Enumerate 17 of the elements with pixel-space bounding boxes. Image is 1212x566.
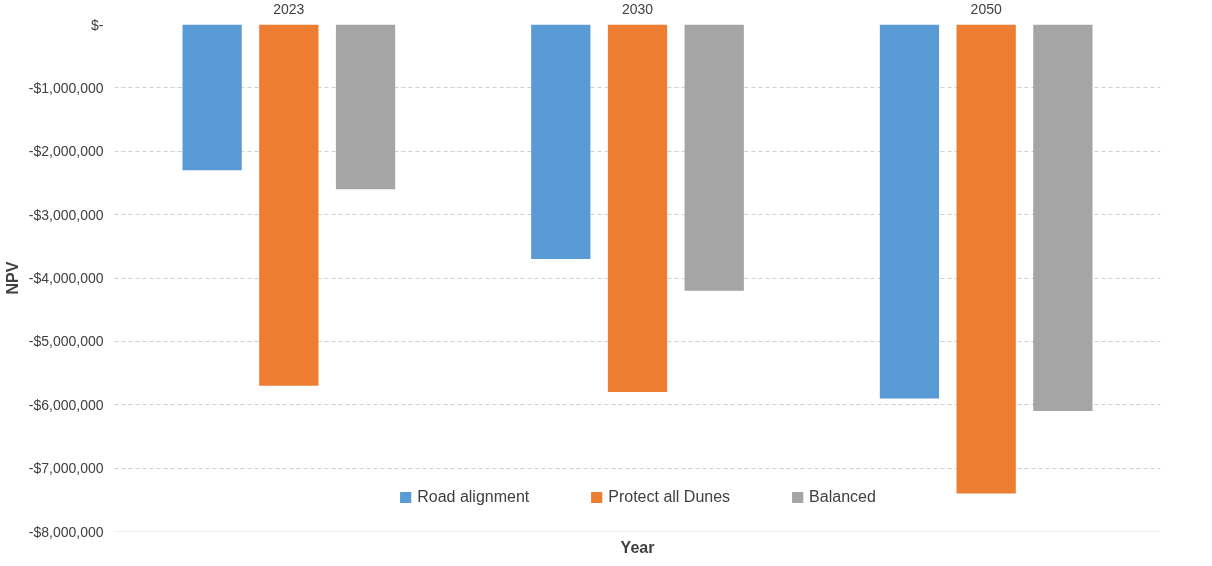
x-tick-label: 2050 [970,0,1002,17]
y-tick-label: -$1,000,000 [28,79,104,96]
y-tick-label: -$6,000,000 [28,396,104,413]
legend-label: Road alignment [417,488,530,506]
x-axis-title: Year [620,538,655,556]
y-tick-label: -$5,000,000 [28,333,104,350]
y-tick-label: $- [91,16,104,33]
y-tick-label: -$8,000,000 [28,523,104,540]
y-tick-label: -$2,000,000 [28,143,104,160]
y-tick-label: -$7,000,000 [28,460,104,477]
legend-label: Protect all Dunes [608,488,731,506]
y-tick-label: -$3,000,000 [28,206,104,223]
y-tick-label: -$4,000,000 [28,270,104,286]
legend-label: Balanced [809,488,876,506]
x-tick-label: 2030 [621,0,654,17]
x-tick-label: 2023 [273,0,305,17]
y-axis-title: NPV [3,261,21,295]
